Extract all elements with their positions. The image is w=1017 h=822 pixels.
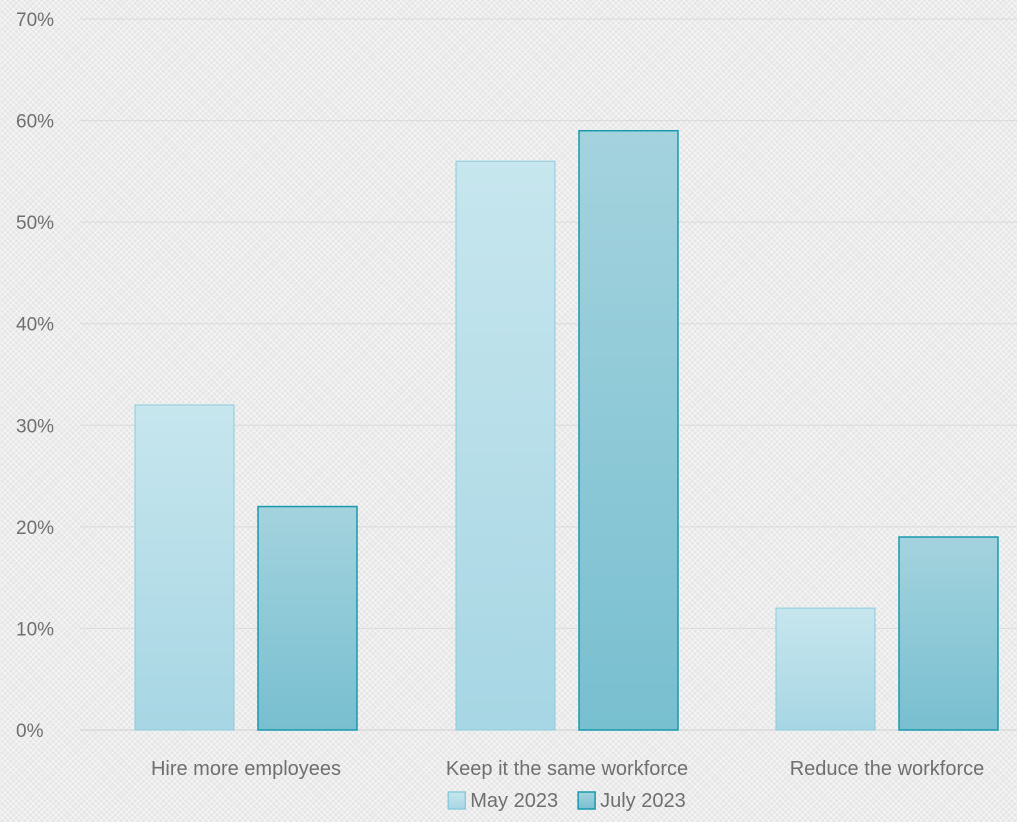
legend-label: May 2023 bbox=[470, 790, 558, 812]
bar-july-2023-2 bbox=[898, 536, 999, 731]
y-tick-label: 50% bbox=[16, 213, 54, 234]
legend-label: July 2023 bbox=[600, 790, 686, 812]
legend-swatch bbox=[447, 791, 467, 810]
legend-swatch bbox=[577, 791, 596, 810]
bar-may-2023-2 bbox=[775, 607, 876, 731]
bar-july-2023-1 bbox=[578, 129, 679, 731]
x-category-label: Keep it the same workforce bbox=[446, 758, 688, 780]
bar-may-2023-0 bbox=[134, 404, 235, 731]
y-tick-label: 0% bbox=[16, 721, 44, 742]
y-tick-label: 60% bbox=[16, 112, 54, 133]
x-axis-categories: Hire more employees Keep it the same work… bbox=[151, 758, 984, 780]
y-tick-label: 70% bbox=[16, 10, 54, 31]
legend: May 2023 July 2023 bbox=[447, 790, 686, 812]
y-axis-ticks: 0% 10% 20% 30% 40% 50% 60% 70% bbox=[16, 10, 54, 742]
y-tick-label: 20% bbox=[16, 518, 54, 539]
x-category-label: Reduce the workforce bbox=[790, 758, 985, 780]
bar-may-2023-1 bbox=[455, 160, 556, 731]
y-tick-label: 10% bbox=[16, 619, 54, 640]
x-category-label: Hire more employees bbox=[151, 758, 341, 780]
y-tick-label: 30% bbox=[16, 416, 54, 437]
bars bbox=[134, 129, 999, 731]
y-tick-label: 40% bbox=[16, 315, 54, 336]
bar-july-2023-0 bbox=[257, 505, 358, 731]
